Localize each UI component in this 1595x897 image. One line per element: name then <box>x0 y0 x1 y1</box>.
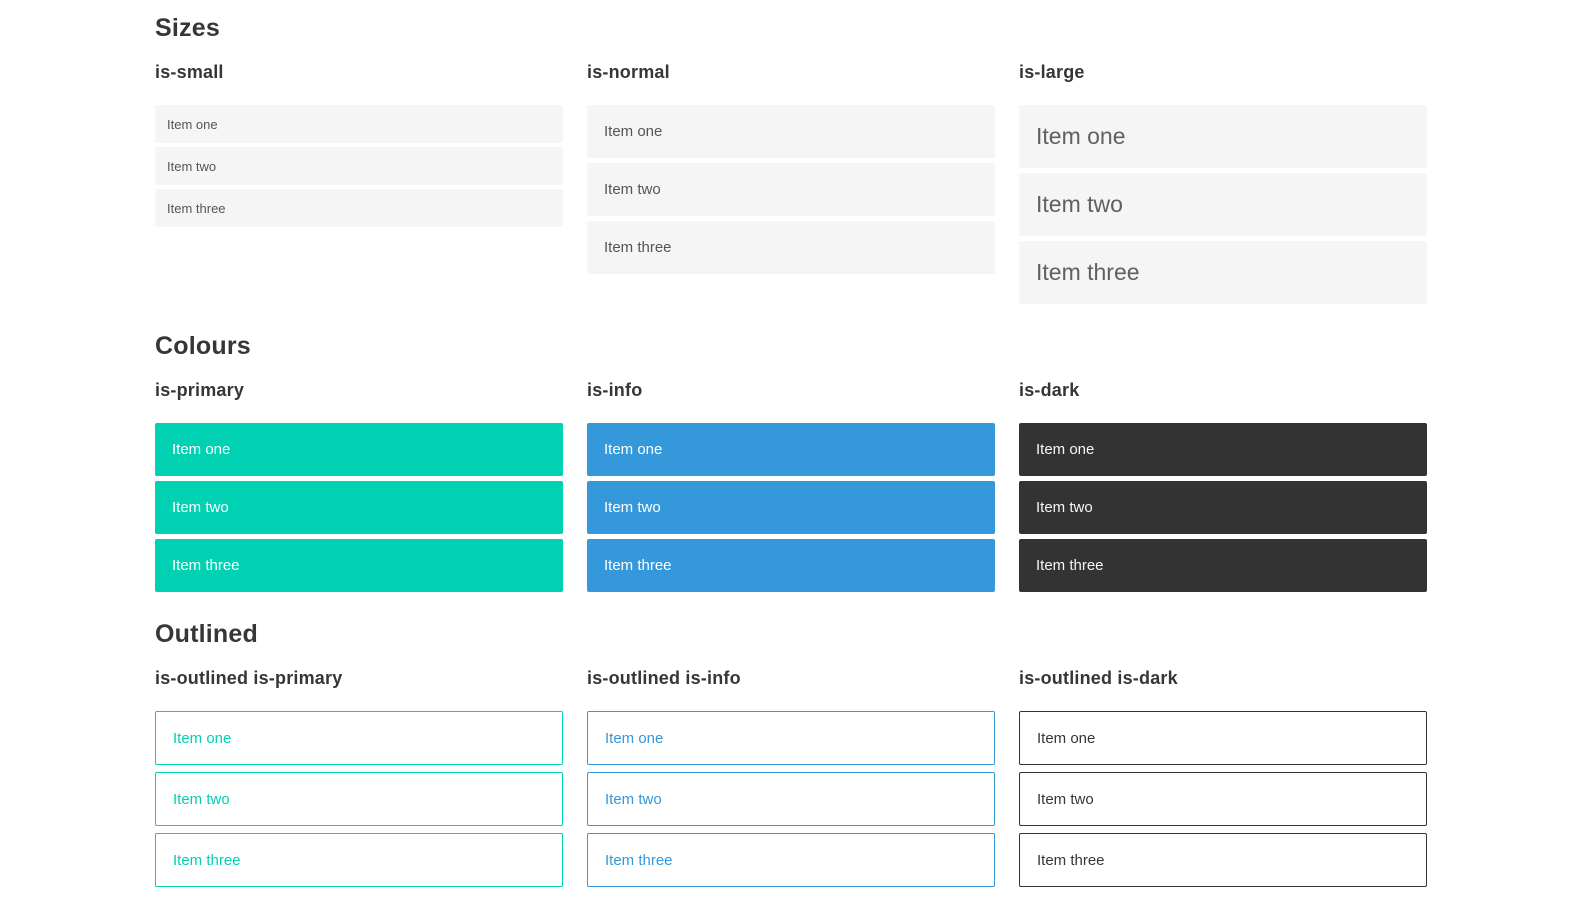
group-label-is-normal: is-normal <box>587 62 670 82</box>
outlined-columns: is-outlined is-primary Item one Item two… <box>155 668 1427 894</box>
group-label-is-large: is-large <box>1019 62 1085 82</box>
menu-list-outlined-dark: Item one Item two Item three <box>1019 711 1427 887</box>
menu-item-label: Item two <box>1036 499 1093 516</box>
group-label-is-outlined-is-dark: is-outlined is-dark <box>1019 668 1178 688</box>
menu-item[interactable]: Item one <box>1019 105 1427 168</box>
menu-item[interactable]: Item three <box>587 539 995 592</box>
menu-item-label: Item one <box>173 729 232 747</box>
section-sizes: Sizes is-small Item one Item two Item th… <box>155 15 1427 309</box>
sizes-columns: is-small Item one Item two Item three is… <box>155 62 1427 309</box>
menu-item-label: Item three <box>1036 557 1104 574</box>
menu-list-outlined-info: Item one Item two Item three <box>587 711 995 887</box>
group-is-outlined-is-dark: is-outlined is-dark Item one Item two It… <box>1019 668 1427 894</box>
group-is-outlined-is-info: is-outlined is-info Item one Item two It… <box>587 668 995 894</box>
group-label-is-outlined-is-info: is-outlined is-info <box>587 668 741 688</box>
menu-item-label: Item two <box>604 499 661 516</box>
menu-list-outlined-primary: Item one Item two Item three <box>155 711 563 887</box>
menu-item[interactable]: Item one <box>587 423 995 476</box>
menu-item-label: Item three <box>604 239 672 256</box>
menu-list-dark: Item one Item two Item three <box>1019 423 1427 592</box>
menu-item-label: Item two <box>1037 790 1094 808</box>
menu-item[interactable]: Item one <box>155 423 563 476</box>
menu-item[interactable]: Item two <box>587 772 995 826</box>
section-title-sizes: Sizes <box>155 14 220 42</box>
group-is-normal: is-normal Item one Item two Item three <box>587 62 995 279</box>
menu-item-label: Item two <box>173 790 230 808</box>
menu-item[interactable]: Item three <box>155 189 563 227</box>
menu-list-normal: Item one Item two Item three <box>587 105 995 274</box>
section-colours: Colours is-primary Item one Item two Ite… <box>155 333 1427 597</box>
menu-item[interactable]: Item two <box>155 147 563 185</box>
group-is-large: is-large Item one Item two Item three <box>1019 62 1427 309</box>
menu-item[interactable]: Item two <box>587 163 995 216</box>
menu-item[interactable]: Item one <box>587 105 995 158</box>
colours-columns: is-primary Item one Item two Item three … <box>155 380 1427 597</box>
menu-item[interactable]: Item two <box>1019 481 1427 534</box>
menu-item[interactable]: Item three <box>155 833 563 887</box>
menu-item[interactable]: Item two <box>587 481 995 534</box>
menu-item[interactable]: Item one <box>155 105 563 143</box>
menu-item-label: Item one <box>172 441 231 458</box>
menu-item-label: Item three <box>604 557 672 574</box>
menu-item-label: Item one <box>604 441 663 458</box>
menu-item[interactable]: Item one <box>1019 423 1427 476</box>
menu-item-label: Item three <box>1036 259 1140 285</box>
group-label-is-small: is-small <box>155 62 224 82</box>
section-title-outlined: Outlined <box>155 620 258 648</box>
menu-item-label: Item two <box>172 499 229 516</box>
menu-item[interactable]: Item one <box>155 711 563 765</box>
section-title-colours: Colours <box>155 332 251 360</box>
group-label-is-primary: is-primary <box>155 380 245 400</box>
menu-item-label: Item three <box>173 851 241 869</box>
menu-item-label: Item two <box>1036 191 1123 217</box>
group-is-small: is-small Item one Item two Item three <box>155 62 563 231</box>
menu-item[interactable]: Item three <box>1019 539 1427 592</box>
menu-item[interactable]: Item three <box>587 221 995 274</box>
group-is-info: is-info Item one Item two Item three <box>587 380 995 597</box>
menu-item[interactable]: Item three <box>1019 833 1427 887</box>
section-outlined: Outlined is-outlined is-primary Item one… <box>155 621 1427 894</box>
group-label-is-dark: is-dark <box>1019 380 1080 400</box>
menu-list-primary: Item one Item two Item three <box>155 423 563 592</box>
menu-item-label: Item three <box>1037 851 1105 869</box>
menu-item-label: Item one <box>605 729 664 747</box>
menu-item-label: Item two <box>167 158 217 174</box>
menu-item[interactable]: Item one <box>1019 711 1427 765</box>
menu-item-label: Item three <box>167 200 226 216</box>
menu-list-small: Item one Item two Item three <box>155 105 563 227</box>
menu-item-label: Item two <box>605 790 662 808</box>
group-label-is-outlined-is-primary: is-outlined is-primary <box>155 668 343 688</box>
menu-item-label: Item two <box>604 181 661 198</box>
group-is-dark: is-dark Item one Item two Item three <box>1019 380 1427 597</box>
menu-item[interactable]: Item two <box>1019 772 1427 826</box>
menu-item-label: Item three <box>172 557 240 574</box>
menu-item[interactable]: Item two <box>155 772 563 826</box>
menu-item[interactable]: Item three <box>1019 241 1427 304</box>
menu-list-info: Item one Item two Item three <box>587 423 995 592</box>
menu-item[interactable]: Item two <box>1019 173 1427 236</box>
group-is-primary: is-primary Item one Item two Item three <box>155 380 563 597</box>
menu-item[interactable]: Item one <box>587 711 995 765</box>
menu-item-label: Item one <box>1036 123 1126 149</box>
menu-item-label: Item one <box>1037 729 1096 747</box>
menu-item-label: Item one <box>167 116 218 132</box>
group-is-outlined-is-primary: is-outlined is-primary Item one Item two… <box>155 668 563 894</box>
menu-item[interactable]: Item three <box>155 539 563 592</box>
menu-item[interactable]: Item two <box>155 481 563 534</box>
menu-list-large: Item one Item two Item three <box>1019 105 1427 304</box>
menu-item-label: Item one <box>604 123 663 140</box>
menu-item-label: Item one <box>1036 441 1095 458</box>
menu-item-label: Item three <box>605 851 673 869</box>
menu-item[interactable]: Item three <box>587 833 995 887</box>
group-label-is-info: is-info <box>587 380 643 400</box>
